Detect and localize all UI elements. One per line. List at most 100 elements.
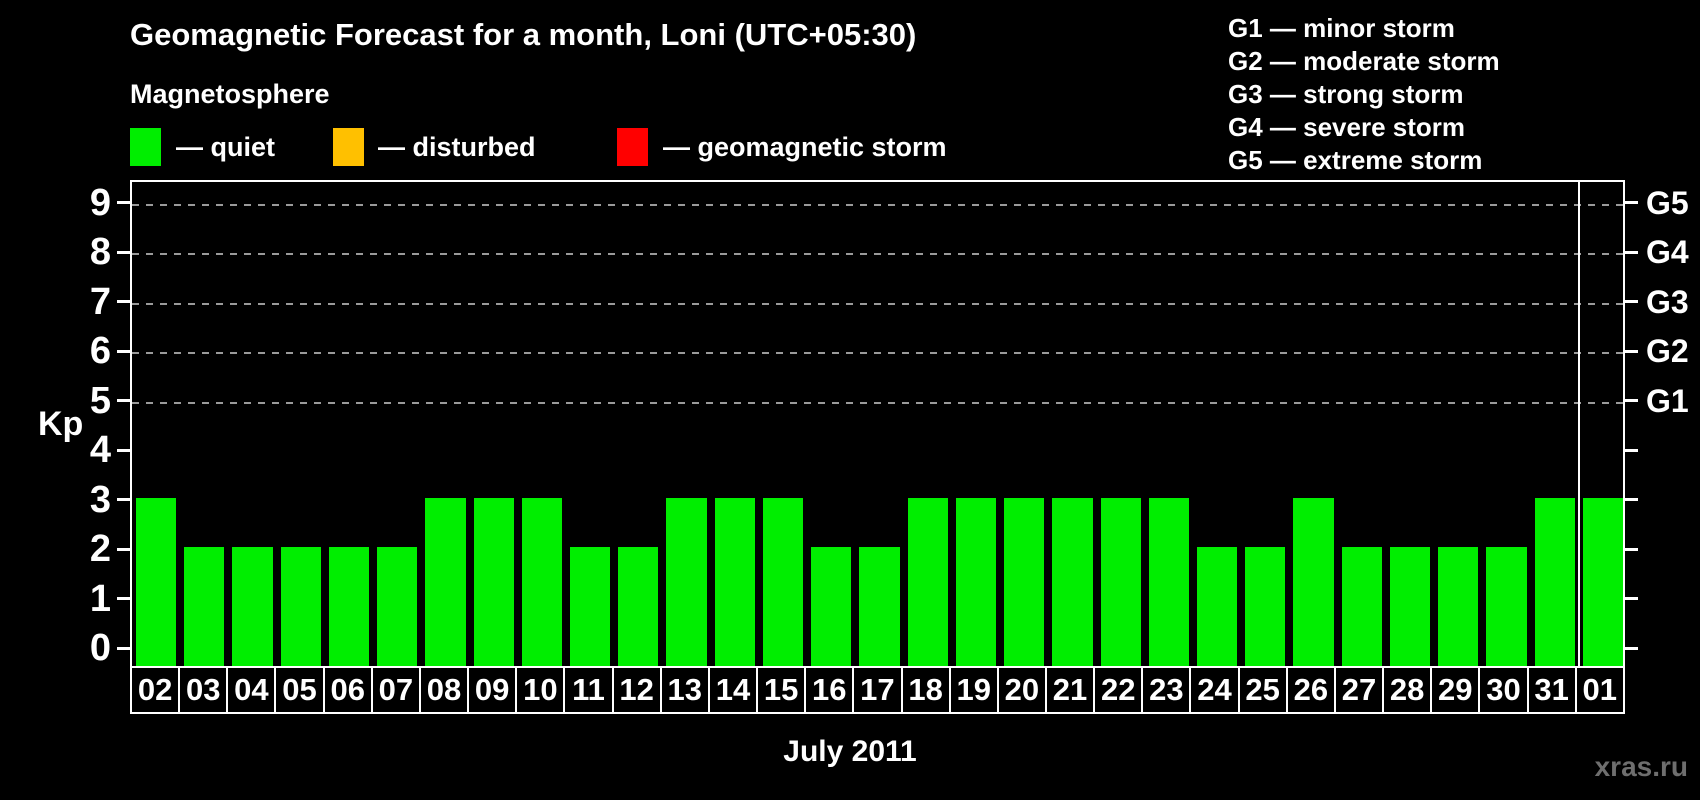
y-tick-right-0 (1625, 646, 1638, 650)
magnetosphere-legend-heading: Magnetosphere (130, 79, 330, 109)
day-label-20: 20 (999, 668, 1047, 712)
day-label-08: 08 (421, 668, 470, 712)
kp-bar-day-07 (377, 547, 418, 666)
day-label-02: 02 (132, 668, 181, 712)
kp-bar-day-19 (955, 497, 997, 666)
day-label-19: 19 (951, 668, 999, 712)
quiet-legend-swatch (130, 128, 161, 166)
y-tick-left-0 (117, 646, 130, 650)
day-label-04: 04 (228, 668, 277, 712)
storm-scale-g3: G3 — strong storm (1228, 79, 1464, 109)
y-tick-label-9: 9 (89, 181, 111, 224)
gridline-kp-9 (132, 203, 1623, 206)
y-tick-left-8 (117, 250, 130, 254)
kp-bar-day-02 (136, 497, 177, 666)
x-axis-day-labels: 02 03 04 05 06 07 08 09 10 11 12 13 14 15 16 17 18 19 20 21… (130, 666, 1625, 714)
day-label-05: 05 (276, 668, 325, 712)
day-label-11: 11 (565, 668, 614, 712)
y-tick-right-1 (1625, 597, 1638, 600)
kp-bar-day-11 (570, 547, 611, 666)
y-tick-left-2 (117, 547, 130, 551)
right-axis-label-g2: G2 (1646, 333, 1689, 369)
kp-bar-day-04 (232, 547, 273, 666)
plot-area (130, 180, 1625, 668)
day-label-03: 03 (180, 668, 229, 712)
page-title: Geomagnetic Forecast for a month, Loni (… (130, 17, 917, 52)
y-tick-left-9 (117, 201, 130, 204)
disturbed-legend-swatch (333, 128, 364, 166)
kp-bar-day-21 (1052, 497, 1093, 666)
gridline-kp-8 (132, 253, 1623, 255)
y-tick-right-9 (1625, 201, 1638, 204)
day-label-21: 21 (1047, 668, 1096, 712)
y-tick-label-5: 5 (89, 379, 111, 422)
y-tick-right-6 (1625, 349, 1638, 353)
y-tick-right-3 (1625, 498, 1638, 501)
day-label-09: 09 (469, 668, 518, 712)
day-label-29: 29 (1432, 668, 1481, 712)
kp-bar-day-23 (1148, 497, 1189, 666)
x-axis-title: July 2011 (783, 735, 917, 768)
y-tick-label-4: 4 (89, 429, 111, 471)
kp-bar-day-08 (425, 497, 466, 666)
day-label-23: 23 (1143, 668, 1192, 712)
quiet-legend-label: — quiet (176, 132, 275, 162)
kp-bar-day-05 (280, 547, 321, 666)
day-label-17: 17 (854, 668, 903, 712)
kp-bar-day-25 (1245, 547, 1286, 666)
day-label-30: 30 (1480, 668, 1529, 712)
y-axis-title: Kp (38, 405, 84, 443)
kp-bar-day-06 (328, 547, 370, 666)
y-tick-label-0: 0 (89, 627, 111, 669)
y-tick-right-2 (1625, 547, 1638, 551)
kp-bar-day-18 (907, 497, 948, 666)
kp-bar-day-31 (1534, 497, 1575, 666)
y-tick-label-8: 8 (89, 231, 111, 273)
y-tick-right-8 (1625, 250, 1638, 254)
y-tick-label-6: 6 (89, 330, 111, 372)
kp-bar-day-29 (1438, 547, 1479, 666)
y-tick-right-5 (1625, 399, 1638, 402)
kp-bar-day-03 (184, 547, 225, 666)
kp-bar-day-13 (666, 497, 707, 666)
kp-bar-day-20 (1004, 497, 1045, 666)
gridline-kp-5 (132, 401, 1623, 404)
day-label-10: 10 (517, 668, 566, 712)
day-label-18: 18 (903, 668, 951, 712)
y-tick-left-4 (117, 448, 130, 452)
kp-bar-day-09 (473, 497, 514, 666)
day-label-25: 25 (1240, 668, 1288, 712)
right-axis-label-g5: G5 (1646, 184, 1689, 221)
kp-bar-day-15 (762, 497, 804, 666)
kp-bar-day-24 (1196, 547, 1238, 666)
storm-legend-swatch (617, 128, 648, 166)
day-label-07: 07 (373, 668, 421, 712)
day-label-16: 16 (806, 668, 855, 712)
day-label-24: 24 (1191, 668, 1240, 712)
storm-scale-legend: G1 — minor storm G2 — moderate storm G3 … (1228, 12, 1500, 177)
kp-bar-day-30 (1486, 547, 1527, 666)
day-label-13: 13 (662, 668, 710, 712)
right-axis-label-g4: G4 (1646, 234, 1689, 270)
y-tick-left-5 (117, 399, 130, 402)
y-tick-left-3 (117, 498, 130, 501)
day-label-06: 06 (325, 668, 373, 712)
day-label-28: 28 (1384, 668, 1433, 712)
y-tick-right-7 (1625, 300, 1638, 303)
gridline-kp-6 (132, 352, 1623, 354)
kp-bar-day-28 (1389, 547, 1431, 666)
day-label-27: 27 (1336, 668, 1385, 712)
kp-bar-day-10 (521, 497, 563, 666)
right-axis-label-g1: G1 (1646, 382, 1689, 419)
y-tick-left-1 (117, 597, 130, 600)
day-label-01: 01 (1582, 672, 1617, 707)
day-label-15: 15 (758, 668, 807, 712)
kp-bar-day-12 (618, 547, 659, 666)
y-tick-label-7: 7 (89, 280, 111, 323)
right-axis-label-g3: G3 (1646, 283, 1689, 320)
y-tick-left-7 (117, 300, 130, 303)
y-tick-label-2: 2 (89, 528, 111, 570)
y-tick-label-1: 1 (89, 577, 111, 620)
kp-bar-day-22 (1100, 497, 1141, 666)
